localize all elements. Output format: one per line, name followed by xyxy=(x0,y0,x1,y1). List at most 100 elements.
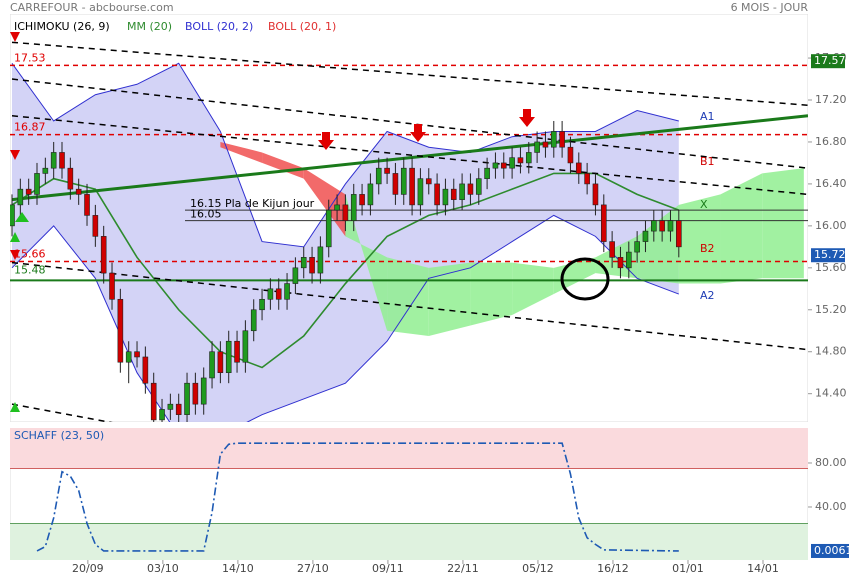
x-tick-label: 14/10 xyxy=(222,562,254,575)
sell-arrow xyxy=(410,124,426,142)
candle-body xyxy=(484,167,490,179)
candle-body xyxy=(84,194,90,216)
y-tick-label: 14.40 xyxy=(815,387,847,400)
x-tick-label: 20/09 xyxy=(72,562,104,575)
candle-body xyxy=(325,209,332,248)
candle-body xyxy=(67,167,74,190)
level-label: 15.66 xyxy=(14,248,46,261)
candle-body xyxy=(592,183,599,206)
y-tick-label: 16.40 xyxy=(815,177,847,190)
y-tick-label: 16.00 xyxy=(815,219,847,232)
candle-body xyxy=(659,220,665,232)
candle-body xyxy=(425,178,432,185)
candle-body xyxy=(525,152,532,164)
ichimoku-cloud xyxy=(470,262,513,326)
candle-body xyxy=(200,377,207,405)
candle-body xyxy=(342,204,349,221)
candle-body xyxy=(567,146,574,164)
candle-body xyxy=(284,283,290,300)
candle-body xyxy=(92,215,99,237)
trendline xyxy=(11,114,808,196)
candle-body xyxy=(467,183,474,195)
trendline xyxy=(11,78,808,169)
annotation: A1 xyxy=(700,110,715,123)
candle-body xyxy=(392,173,399,195)
x-tick-label: 03/10 xyxy=(147,562,179,575)
candle-body xyxy=(500,162,507,169)
ichimoku-cloud xyxy=(262,152,304,179)
price-tag xyxy=(811,248,845,263)
candle-body xyxy=(350,194,357,221)
x-tick-label: 27/10 xyxy=(297,562,329,575)
candle-body xyxy=(50,152,57,169)
candle-body xyxy=(617,257,624,269)
legend-entry: MM (20) xyxy=(127,20,172,33)
candle-body xyxy=(517,157,524,164)
candle-body xyxy=(175,403,182,415)
candle-body xyxy=(125,351,132,363)
candle-body xyxy=(559,131,565,148)
candle-body xyxy=(234,340,240,363)
ichimoku-cloud xyxy=(220,141,263,163)
x-tick-label: 16/12 xyxy=(597,562,629,575)
level-label: 15.48 xyxy=(14,263,46,276)
annotation: A2 xyxy=(700,289,715,302)
candle-body xyxy=(334,204,340,211)
schaff-title: SCHAFF (23, 50) xyxy=(14,429,104,442)
trendline xyxy=(11,261,808,351)
schaff-y-tick-label: 40.00 xyxy=(815,500,847,513)
candle-body xyxy=(534,141,540,153)
price-tag-label: 17.57 xyxy=(814,54,846,67)
candle-body xyxy=(542,141,549,148)
moving-average xyxy=(11,172,680,369)
candle-body xyxy=(42,167,49,174)
candle-body xyxy=(250,309,257,332)
candle-body xyxy=(642,230,649,242)
ichimoku-cloud xyxy=(428,262,471,336)
candle-body xyxy=(625,251,632,269)
candle-body xyxy=(475,178,482,195)
candle-body xyxy=(309,257,315,274)
trendline xyxy=(11,114,808,202)
candle-body xyxy=(117,298,124,363)
candle-body xyxy=(375,167,382,185)
candle-body xyxy=(275,288,282,300)
main-panel xyxy=(10,14,808,422)
candle-body xyxy=(300,257,307,269)
period: 6 MOIS - JOUR xyxy=(731,1,809,14)
candle-body xyxy=(25,188,32,195)
candle-body xyxy=(575,162,582,174)
legend-entry: BOLL (20, 1) xyxy=(268,20,336,33)
y-tick-label: 15.60 xyxy=(815,261,847,274)
candle-body xyxy=(209,351,215,379)
candle-body xyxy=(217,351,224,374)
price-tag-label: 15.72 xyxy=(814,248,846,261)
annotation: B2 xyxy=(700,242,715,255)
candle-body xyxy=(384,167,390,174)
candle-body xyxy=(667,220,674,232)
annotation: X xyxy=(700,198,708,211)
candle-body xyxy=(100,236,107,274)
candle-body xyxy=(184,382,190,415)
highlight-circle xyxy=(560,257,610,301)
candle-body xyxy=(417,178,424,206)
candle-body xyxy=(367,183,374,206)
candle-body xyxy=(134,351,140,358)
trendline xyxy=(11,41,808,106)
candle-body xyxy=(167,403,174,410)
candle-body xyxy=(434,183,440,206)
ichimoku-cloud xyxy=(720,173,763,284)
candle-body xyxy=(109,272,115,300)
candle-body xyxy=(17,188,24,206)
bollinger-upper xyxy=(11,62,679,248)
chart-title: CARREFOUR - abcbourse.com xyxy=(10,1,174,14)
candle-body xyxy=(442,188,449,206)
candle-body xyxy=(359,194,365,206)
candle-body xyxy=(651,220,657,232)
candle-body xyxy=(584,173,590,185)
candle-body xyxy=(634,241,640,253)
x-tick-label: 09/11 xyxy=(372,562,404,575)
sell-arrow xyxy=(519,109,535,127)
schaff-y-tick-label: 80.00 xyxy=(815,456,847,469)
